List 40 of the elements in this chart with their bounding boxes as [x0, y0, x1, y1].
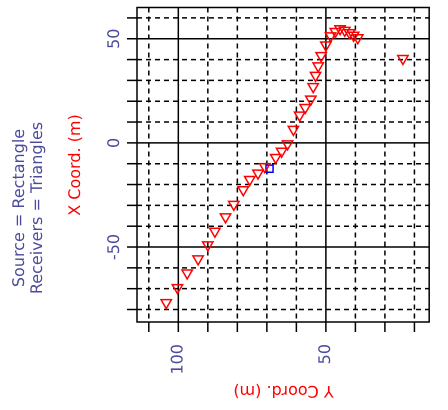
point: [348, 31, 360, 42]
point: [338, 26, 351, 38]
point: [258, 162, 271, 174]
point: [320, 41, 332, 52]
point: [202, 241, 214, 252]
point: [228, 200, 240, 212]
point: [299, 104, 312, 114]
point: [220, 213, 232, 224]
point: [312, 62, 324, 73]
point: [171, 284, 184, 294]
point: [352, 34, 364, 44]
point: [160, 298, 172, 310]
point: [282, 140, 294, 151]
point: [396, 54, 409, 66]
point: [315, 52, 328, 62]
point: [270, 154, 282, 164]
point: [324, 32, 337, 43]
y-axis-title: X Coord. (m): [65, 114, 84, 216]
point: [276, 147, 288, 158]
y-tick-label: -50: [104, 234, 124, 260]
point: [307, 82, 320, 94]
y-tick-label: 50: [104, 28, 124, 49]
point: [344, 28, 356, 40]
point: [208, 227, 221, 238]
point: [310, 72, 322, 82]
point: [304, 95, 317, 106]
text: Receivers = Triangles: [27, 122, 46, 294]
source-note: Source = Rectangle: [9, 128, 28, 288]
point: [294, 111, 306, 122]
point: [192, 255, 204, 266]
x-tick-label: 100: [167, 344, 186, 375]
point: [252, 169, 264, 180]
point: [181, 269, 194, 280]
y-tick-label: 0: [104, 138, 124, 148]
point: [237, 186, 250, 196]
point: [244, 176, 256, 186]
x-axis-title: Y Coord. (m): [233, 382, 335, 401]
point: [329, 28, 342, 38]
point: [334, 24, 346, 36]
point: [287, 126, 300, 136]
